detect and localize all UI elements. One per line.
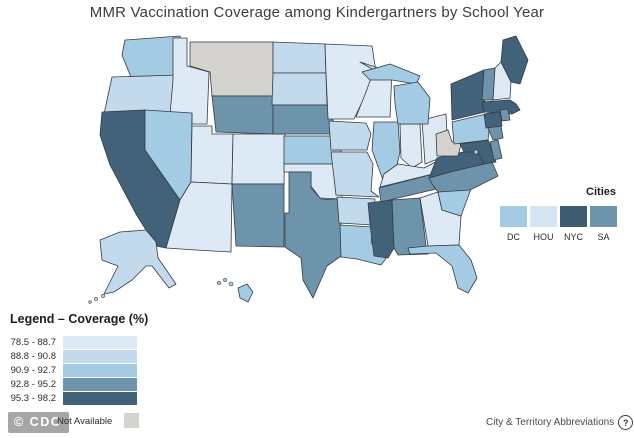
state-ND[interactable] xyxy=(272,41,327,74)
state-HI-island[interactable] xyxy=(223,278,227,282)
cdc-logo: © CDC xyxy=(8,412,70,433)
city-item-nyc: NYC xyxy=(560,206,587,242)
state-TX[interactable] xyxy=(284,171,342,299)
coverage-legend-rows: 78.5 - 88.7 88.8 - 90.8 90.9 - 92.7 92.8 - … xyxy=(10,335,190,405)
state-DE[interactable] xyxy=(489,139,503,161)
legend-row-cat4: 92.8 - 95.2 xyxy=(10,377,190,391)
city-label: NYC xyxy=(563,232,583,242)
city-item-hou: HOU xyxy=(530,206,557,242)
state-ME[interactable] xyxy=(500,35,529,85)
abbreviations-label: City & Territory Abbreviations xyxy=(486,417,615,428)
legend-swatch-cat3 xyxy=(63,363,137,377)
state-HI-island[interactable] xyxy=(228,281,234,287)
legend-range-label: 88.8 - 90.8 xyxy=(10,350,56,362)
legend-swatch-cat1 xyxy=(63,335,137,349)
legend-swatch-cat4 xyxy=(63,377,137,391)
city-label: DC xyxy=(507,232,520,242)
state-DC[interactable] xyxy=(473,149,479,155)
not-available-label: Not Available xyxy=(57,416,113,427)
state-AK[interactable] xyxy=(99,229,177,295)
page-title: MMR Vaccination Coverage among Kindergar… xyxy=(89,4,545,21)
not-available-swatch xyxy=(124,413,140,428)
state-HI-island[interactable] xyxy=(217,281,221,285)
legend-row-cat3: 90.9 - 92.7 xyxy=(10,363,190,377)
city-swatch-dc xyxy=(500,206,527,227)
legend-swatch-cat5 xyxy=(63,391,137,405)
state-IA[interactable] xyxy=(328,120,372,151)
legend-range-label: 95.3 - 98.2 xyxy=(10,392,56,404)
city-swatch-sa xyxy=(590,206,617,227)
cities-legend-heading: Cities xyxy=(586,186,616,198)
state-IN[interactable] xyxy=(399,123,423,169)
abbreviations-footer: City & Territory Abbreviations ? xyxy=(486,415,634,430)
legend-row-cat2: 88.8 - 90.8 xyxy=(10,349,190,363)
state-OR[interactable] xyxy=(103,74,181,115)
city-label: SA xyxy=(597,232,610,242)
legend-range-label: 90.9 - 92.7 xyxy=(10,364,56,376)
city-item-sa: SA xyxy=(590,206,617,242)
state-NM[interactable] xyxy=(231,183,285,248)
cities-legend-row: DC HOU NYC SA xyxy=(500,206,622,242)
state-SD[interactable] xyxy=(271,72,328,106)
state-AK-island[interactable] xyxy=(94,297,98,301)
state-RI[interactable] xyxy=(499,108,511,122)
state-ID[interactable] xyxy=(169,37,210,125)
legend-swatch-cat2 xyxy=(63,349,137,363)
state-NH[interactable] xyxy=(492,61,512,101)
coverage-legend: Legend – Coverage (%) 78.5 - 88.7 88.8 - … xyxy=(10,312,190,405)
state-AK-island[interactable] xyxy=(88,300,92,304)
state-CO[interactable] xyxy=(231,133,286,185)
city-swatch-nyc xyxy=(560,206,587,227)
legend-row-cat5: 95.3 - 98.2 xyxy=(10,391,190,405)
state-HI[interactable] xyxy=(237,283,254,303)
state-FL[interactable] xyxy=(407,244,478,294)
question-mark-circle-icon[interactable]: ? xyxy=(618,415,634,430)
state-NY[interactable] xyxy=(450,69,486,121)
not-available-legend: Not Available xyxy=(57,413,140,428)
state-CT[interactable] xyxy=(483,111,503,129)
legend-range-label: 78.5 - 88.7 xyxy=(10,336,56,348)
state-WY[interactable] xyxy=(211,95,274,135)
cities-legend: Cities DC HOU NYC SA xyxy=(500,186,622,242)
state-MA[interactable] xyxy=(481,99,521,115)
state-MI[interactable] xyxy=(393,81,431,125)
state-MO[interactable] xyxy=(330,151,380,198)
state-AK-island[interactable] xyxy=(101,294,105,298)
legend-row-cat1: 78.5 - 88.7 xyxy=(10,335,190,349)
city-swatch-hou xyxy=(530,206,557,227)
city-item-dc: DC xyxy=(500,206,527,242)
state-UT[interactable] xyxy=(190,125,234,185)
legend-range-label: 92.8 - 95.2 xyxy=(10,378,56,390)
coverage-legend-heading: Legend – Coverage (%) xyxy=(10,312,149,326)
city-label: HOU xyxy=(533,232,554,242)
